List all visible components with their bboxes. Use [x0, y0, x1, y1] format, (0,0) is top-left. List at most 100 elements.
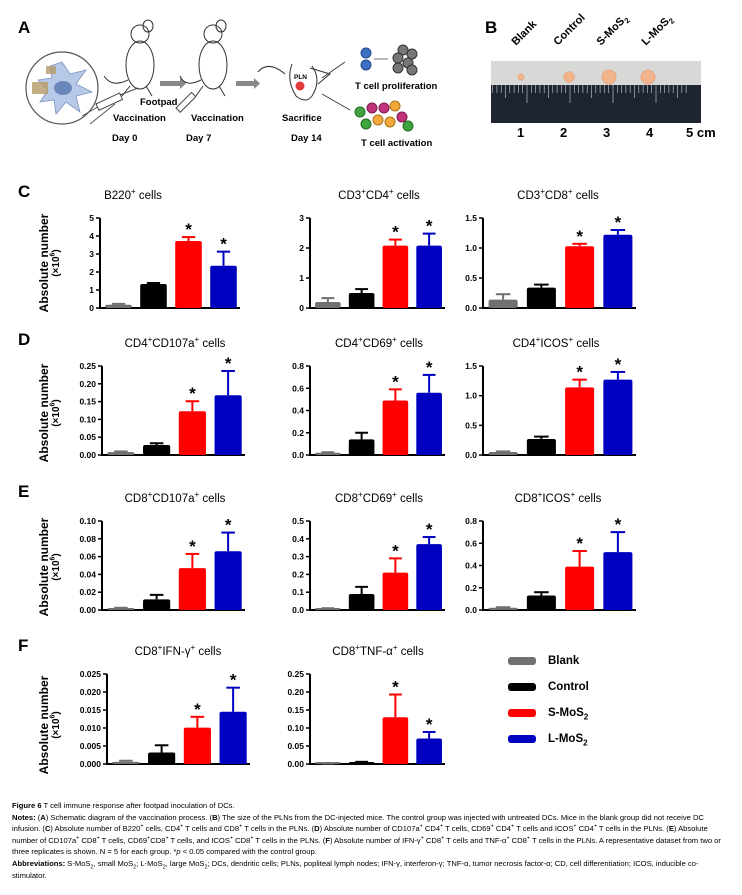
significance-star: * — [576, 363, 583, 382]
bar-blank — [488, 607, 518, 610]
significance-star: * — [230, 671, 237, 690]
y-tick-label: 3 — [299, 213, 304, 223]
bar-blank — [315, 302, 341, 308]
panel-letter-a: A — [18, 18, 31, 37]
significance-star: * — [392, 223, 399, 242]
significance-star: * — [576, 534, 583, 553]
y-tick-label: 0.0 — [465, 450, 477, 460]
chart-title-cd4cd69: CD4+CD69+ cells — [334, 335, 424, 350]
y-tick-label: 2 — [89, 267, 94, 277]
y-axis-label-row-d: Absolute number (×106) — [37, 363, 62, 463]
syringe-icon — [95, 87, 139, 112]
y-tick-label: 0.2 — [292, 428, 304, 438]
ruler-number-5cm: 5 cm — [686, 125, 716, 140]
significance-star: * — [426, 715, 433, 734]
day14-label: Day 14 — [291, 133, 322, 144]
footpad-label: Footpad — [140, 97, 178, 108]
dendritic-cell-icon — [25, 51, 116, 125]
y-tick-label: 1.0 — [465, 243, 477, 253]
lymph-node-s-mos — [601, 69, 617, 85]
chart-title-cd8cd69: CD8+CD69+ cells — [334, 490, 424, 505]
bar-l-mos2 — [219, 711, 247, 764]
lymph-node-l-mos — [640, 69, 656, 85]
legend-label: Control — [548, 681, 589, 693]
photo-background — [491, 61, 701, 85]
legend-swatch-s-mos2 — [508, 709, 536, 717]
y-tick-label: 1.5 — [465, 361, 477, 371]
ruler-number-2: 2 — [560, 125, 568, 140]
significance-star: * — [189, 537, 196, 556]
y-tick-label: 0.0 — [292, 450, 304, 460]
bar-control — [143, 445, 171, 455]
bar-l-mos2 — [214, 395, 242, 455]
bar-s-mos2 — [382, 245, 409, 308]
bar-l-mos2 — [603, 234, 633, 308]
bar-control — [348, 593, 375, 610]
bar-blank — [315, 608, 341, 610]
legend-item-s-mos2: S-MoS2 — [508, 700, 589, 726]
caption-abbreviations: Abbreviations: S-MoS2, small MoS2; L-MoS… — [12, 858, 699, 880]
t-cell-activation-icon — [354, 100, 414, 132]
t-cell-proliferation-label: T cell proliferation — [355, 81, 438, 92]
bar-control — [526, 287, 556, 308]
y-tick-label: 0.6 — [292, 383, 304, 393]
y-tick-label: 0.6 — [465, 538, 477, 548]
y-tick-label: 0 — [89, 303, 94, 313]
y-tick-label: 0.8 — [292, 361, 304, 371]
bar-control — [526, 438, 556, 455]
arrow-right-icon — [236, 78, 260, 89]
ruler-number-4: 4 — [646, 125, 654, 140]
bar-blank — [315, 762, 341, 764]
y-tick-label: 0.5 — [465, 273, 477, 283]
y-tick-label: 0.4 — [292, 406, 304, 416]
significance-star: * — [189, 384, 196, 403]
panel-letter-e: E — [18, 482, 30, 501]
y-tick-label: 1 — [89, 285, 94, 295]
chart-title-cd8tnfa: CD8+TNF-α+ cells — [332, 643, 424, 658]
chart-title-cd3cd4: CD3+CD4+ cells — [338, 187, 420, 202]
significance-star: * — [392, 541, 399, 560]
bar-s-mos2 — [382, 400, 409, 455]
lymph-node-photo-panel: Blank Control S-MoS2 L-MoS2 1 2 3 4 5 cm — [480, 0, 742, 170]
y-tick-label: 1.5 — [465, 213, 477, 223]
y-tick-label: 3 — [89, 249, 94, 259]
bar-l-mos2 — [416, 392, 442, 455]
y-tick-label: 0.25 — [287, 669, 304, 679]
bar-control — [140, 284, 167, 308]
y-tick-label: 0.1 — [292, 587, 304, 597]
significance-star: * — [392, 372, 399, 391]
schematic-panel: PLN Footpad Vaccinatio — [0, 0, 480, 170]
y-tick-label: 1.0 — [465, 391, 477, 401]
y-tick-label: 0.010 — [80, 723, 102, 733]
y-tick-label: 0.8 — [465, 516, 477, 526]
y-tick-label: 4 — [89, 231, 94, 241]
bar-blank — [107, 608, 135, 610]
mouse-icon — [179, 19, 228, 97]
ruler-photo — [491, 61, 701, 123]
y-tick-label: 0.000 — [80, 759, 102, 769]
bar-s-mos2 — [565, 387, 595, 455]
bar-s-mos2 — [565, 246, 595, 308]
y-tick-label: 0.05 — [287, 741, 304, 751]
panel-letter-c: C — [18, 182, 31, 201]
legend-swatch-control — [508, 683, 536, 691]
caption-title: Figure 6 T cell immune response after fo… — [12, 801, 235, 810]
significance-star: * — [220, 235, 227, 254]
y-tick-label: 0.2 — [465, 583, 477, 593]
vaccination-label-2: Vaccination — [191, 113, 244, 124]
y-axis-label-row-c: Absolute number (×106) — [37, 213, 62, 313]
y-tick-label: 0.00 — [287, 759, 304, 769]
y-tick-label: 0.4 — [292, 534, 304, 544]
chart-title-cd3cd8: CD3+CD8+ cells — [517, 187, 599, 202]
arrow-right-icon — [160, 78, 186, 89]
y-tick-label: 5 — [89, 213, 94, 223]
bar-control — [348, 293, 375, 308]
significance-star: * — [576, 227, 583, 246]
pln-label: PLN — [294, 74, 307, 81]
chart-title-cd4icos: CD4+ICOS+ cells — [512, 335, 600, 350]
significance-star: * — [225, 354, 232, 373]
bar-s-mos2 — [178, 411, 206, 455]
y-tick-label: 0.0 — [465, 605, 477, 615]
y-tick-label: 0.025 — [80, 669, 102, 679]
bar-l-mos2 — [603, 379, 633, 455]
